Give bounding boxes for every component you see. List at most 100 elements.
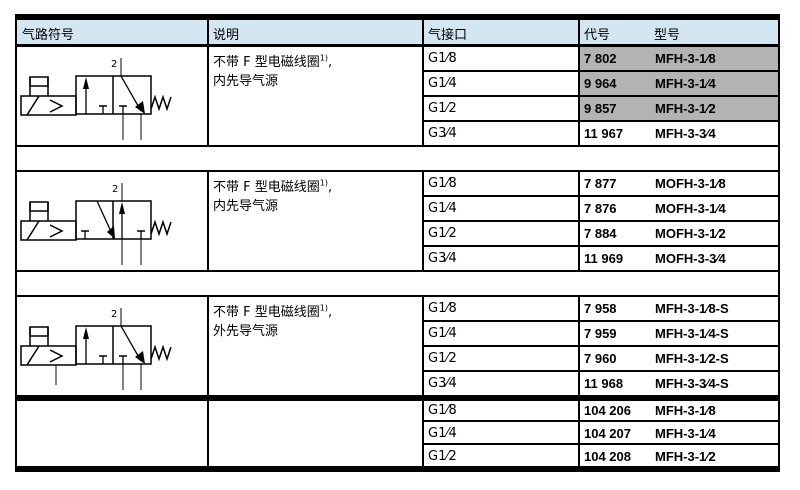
port-label-2: 2: [111, 59, 117, 70]
highlight-cell: [580, 97, 778, 120]
port-size: G1⁄8: [428, 176, 457, 191]
col-divider: [207, 172, 209, 272]
part-type: MFH-3-3⁄4-S: [655, 376, 729, 391]
header-code: 代号: [584, 28, 611, 43]
description-punct: ,: [327, 180, 333, 195]
part-type: MFH-3-3⁄4: [655, 126, 716, 141]
part-type: MOFH-3-1⁄2: [655, 226, 726, 241]
port-label-2: 2: [111, 309, 117, 320]
col-divider: [207, 399, 209, 468]
port-size: G1⁄2: [428, 226, 457, 241]
port-size: G1⁄2: [428, 449, 457, 464]
col-divider: [422, 20, 424, 45]
part-code: 9 857: [584, 101, 617, 116]
port-size: G1⁄4: [428, 326, 457, 341]
right-border: [778, 20, 780, 472]
part-type: MFH-3-1⁄8-S: [655, 301, 729, 316]
part-type: MFH-3-1⁄2: [655, 101, 716, 116]
table-header: [17, 20, 778, 45]
col-divider: [578, 20, 580, 45]
col-divider: [578, 172, 580, 272]
port-size: G1⁄4: [428, 426, 457, 441]
left-border: [15, 20, 17, 472]
description: 不带 F 型电磁线圈1), 内先导气源: [213, 51, 413, 89]
row-divider: [424, 420, 778, 422]
col-divider: [207, 47, 209, 147]
row-divider: [424, 70, 778, 72]
highlight-cell: [580, 72, 778, 95]
port-size: G1⁄8: [428, 301, 457, 316]
part-code: 9 964: [584, 76, 617, 91]
row-divider: [424, 345, 778, 347]
row-divider: [424, 120, 778, 122]
part-code: 7 960: [584, 351, 617, 366]
description-punct: ,: [327, 305, 333, 320]
group-rule: [15, 295, 780, 297]
solenoid-valve-icon: 2 11 33: [20, 183, 172, 280]
header-port: 气接口: [428, 28, 468, 43]
part-code: 7 959: [584, 326, 617, 341]
port-label-2: 2: [112, 184, 118, 195]
part-code: 104 208: [584, 449, 631, 464]
description-line1: 不带 F 型电磁线圈: [213, 55, 320, 70]
bottom-rule: [15, 466, 780, 472]
port-size: G3⁄4: [428, 376, 457, 391]
part-code: 11 968: [584, 376, 624, 391]
row-divider: [424, 195, 778, 197]
port-size: G1⁄8: [428, 51, 457, 66]
description-line2: 内先导气源: [213, 199, 279, 214]
group-rule: [15, 145, 780, 147]
description-line2: 外先导气源: [213, 324, 279, 339]
header-type: 型号: [654, 28, 681, 43]
part-type: MFH-3-1⁄2-S: [655, 351, 729, 366]
part-type: MFH-3-1⁄8: [655, 403, 716, 418]
description: 不带 F 型电磁线圈1), 内先导气源: [213, 176, 413, 214]
row-divider: [424, 320, 778, 322]
description-punct: ,: [327, 55, 333, 70]
row-divider: [424, 95, 778, 97]
port-size: G3⁄4: [428, 251, 457, 266]
group-rule-thick: [15, 395, 780, 401]
port-size: G1⁄8: [428, 403, 457, 418]
part-type: MFH-3-1⁄8: [655, 51, 716, 66]
part-code: 11 969: [584, 251, 624, 266]
part-type: MOFH-3-1⁄8: [655, 176, 726, 191]
col-divider: [578, 399, 580, 468]
part-type: MFH-3-1⁄4: [655, 76, 716, 91]
row-divider: [424, 370, 778, 372]
part-code: 7 877: [584, 176, 617, 191]
part-type: MOFH-3-3⁄4: [655, 251, 726, 266]
row-divider: [424, 220, 778, 222]
row-divider: [424, 245, 778, 247]
description-line1: 不带 F 型电磁线圈: [213, 305, 320, 320]
footnote-ref: 1): [319, 303, 328, 313]
port-size: G1⁄2: [428, 351, 457, 366]
part-type: MFH-3-1⁄2: [655, 449, 716, 464]
header-symbol: 气路符号: [22, 28, 75, 43]
part-code: 11 967: [584, 126, 624, 141]
description-line1: 不带 F 型电磁线圈: [213, 180, 320, 195]
part-type: MOFH-3-1⁄4: [655, 201, 726, 216]
valve-symbol: 2 1 3 12: [17, 297, 207, 405]
solenoid-valve-icon: 2 1 3: [20, 58, 172, 155]
description: 不带 F 型电磁线圈1), 外先导气源: [213, 301, 413, 339]
solenoid-valve-icon: 2 1 3 12: [20, 308, 172, 405]
part-code: 7 876: [584, 201, 617, 216]
port-size: G1⁄2: [428, 101, 457, 116]
footnote-ref: 1): [319, 178, 328, 188]
part-code: 7 802: [584, 51, 617, 66]
part-type: MFH-3-1⁄4-S: [655, 326, 729, 341]
footnote-ref: 1): [319, 53, 328, 63]
col-divider: [578, 47, 580, 147]
header-rule: [15, 44, 780, 47]
part-type: MFH-3-1⁄4: [655, 426, 716, 441]
port-size: G3⁄4: [428, 126, 457, 141]
col-divider: [207, 297, 209, 397]
part-code: 104 206: [584, 403, 631, 418]
col-divider: [207, 20, 209, 45]
top-rule: [15, 14, 780, 20]
col-divider: [422, 172, 424, 272]
highlight-cell: [580, 47, 778, 70]
valve-symbol: 2 1 3: [17, 47, 207, 155]
valve-symbol: 2 11 33: [17, 172, 207, 280]
